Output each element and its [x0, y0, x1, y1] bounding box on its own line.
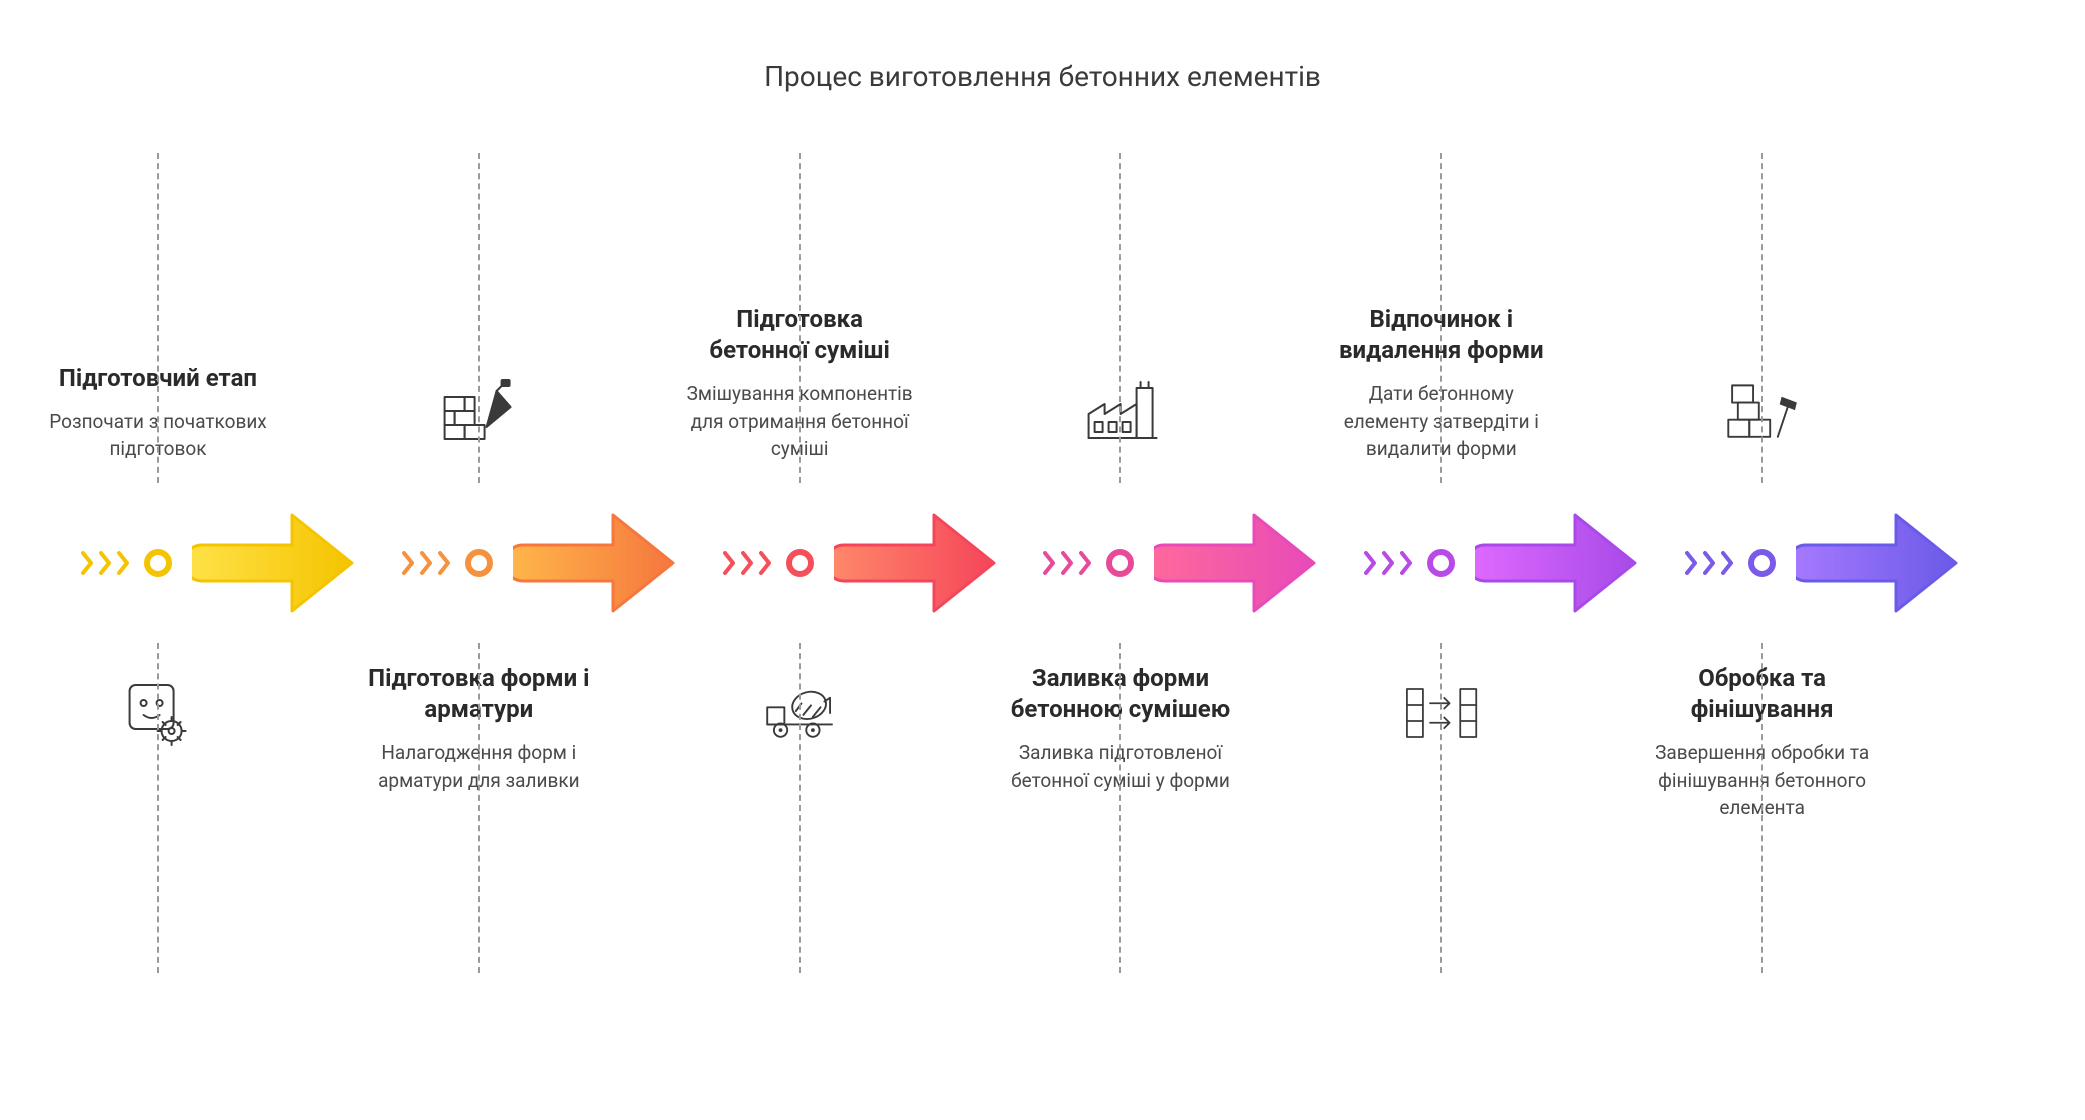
process-step: Заливка форми бетонною сумішею Заливка п…	[1042, 153, 1363, 973]
arrow-icon	[513, 503, 683, 623]
arrow-group	[401, 503, 683, 623]
chevrons-icon	[1684, 549, 1736, 577]
chevrons-icon	[80, 549, 132, 577]
connector-line	[799, 643, 801, 973]
step-node	[786, 549, 814, 577]
connector-line	[157, 643, 159, 973]
connector-line	[478, 153, 480, 483]
step-node	[465, 549, 493, 577]
arrow-icon	[834, 503, 1004, 623]
step-node	[1427, 549, 1455, 577]
flow-diagram: Підготовчий етап Розпочати з початкових …	[80, 153, 2005, 973]
arrow-group	[1363, 503, 1645, 623]
arrow-group	[1042, 503, 1324, 623]
connector-line	[1761, 153, 1763, 483]
arrow-group	[1684, 503, 1966, 623]
connector-line	[478, 643, 480, 973]
connector-line	[1761, 643, 1763, 973]
chevrons-icon	[1042, 549, 1094, 577]
process-step: Підготовчий етап Розпочати з початкових …	[80, 153, 401, 973]
arrow-icon	[1475, 503, 1645, 623]
chevrons-icon	[722, 549, 774, 577]
step-node	[144, 549, 172, 577]
connector-line	[1440, 643, 1442, 973]
connector-line	[799, 153, 801, 483]
arrow-group	[722, 503, 1004, 623]
connector-line	[1119, 643, 1121, 973]
arrow-icon	[1796, 503, 1966, 623]
step-node	[1106, 549, 1134, 577]
chevrons-icon	[401, 549, 453, 577]
connector-line	[157, 153, 159, 483]
process-step: Підготовка форми і арматури Налагодження…	[401, 153, 722, 973]
process-step: Обробка та фінішування Завершення обробк…	[1684, 153, 2005, 973]
connector-line	[1440, 153, 1442, 483]
arrow-group	[80, 503, 362, 623]
connector-line	[1119, 153, 1121, 483]
process-step: Відпочинок і видалення форми Дати бетонн…	[1363, 153, 1684, 973]
step-node	[1748, 549, 1776, 577]
chevrons-icon	[1363, 549, 1415, 577]
arrow-icon	[1154, 503, 1324, 623]
process-step: Підготовка бетонної суміші Змішування ко…	[722, 153, 1043, 973]
arrow-icon	[192, 503, 362, 623]
page-title: Процес виготовлення бетонних елементів	[80, 60, 2005, 93]
